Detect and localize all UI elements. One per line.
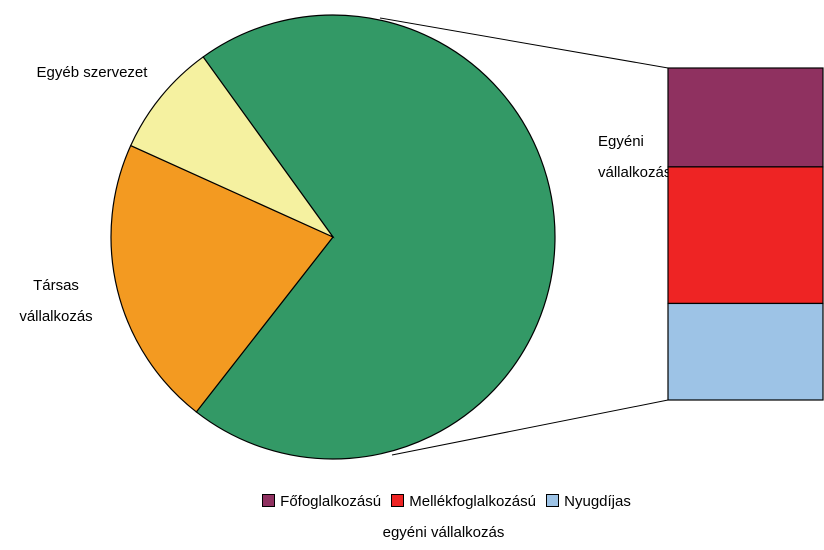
legend-label: Mellékfoglalkozású bbox=[409, 493, 536, 510]
legend-swatch bbox=[391, 494, 405, 507]
legend-swatch bbox=[546, 494, 560, 507]
bar-segment bbox=[667, 302, 824, 401]
label-line: Társas bbox=[33, 277, 79, 294]
legend: Főfoglalkozású Mellékfoglalkozású Nyugdí… bbox=[255, 486, 635, 548]
connector bbox=[391, 399, 669, 456]
legend-label: Főfoglalkozású bbox=[280, 493, 382, 510]
label-line: Egyéb szervezet bbox=[37, 64, 149, 81]
label-line: vállalkozás bbox=[19, 308, 92, 325]
slice-label: Egyéni vállalkozás bbox=[598, 133, 671, 181]
legend-label: Nyugdíjas egyéni vállalkozás bbox=[382, 493, 631, 541]
legend-item: Mellékfoglalkozású bbox=[391, 493, 536, 510]
bar-segment bbox=[667, 67, 824, 168]
pie-slice bbox=[129, 56, 335, 239]
slice-label: Egyéb szervezet bbox=[37, 64, 149, 81]
bar-segment bbox=[667, 166, 824, 305]
connector bbox=[379, 17, 669, 69]
label-line: vállalkozás bbox=[598, 164, 671, 181]
legend-item: Nyugdíjas egyéni vállalkozás bbox=[383, 493, 631, 541]
slice-label: Társas vállalkozás bbox=[19, 277, 92, 325]
legend-swatch bbox=[262, 494, 276, 507]
legend-item: Főfoglalkozású bbox=[262, 493, 381, 510]
pie-slice bbox=[195, 14, 556, 460]
label-line: Egyéni bbox=[598, 133, 644, 150]
